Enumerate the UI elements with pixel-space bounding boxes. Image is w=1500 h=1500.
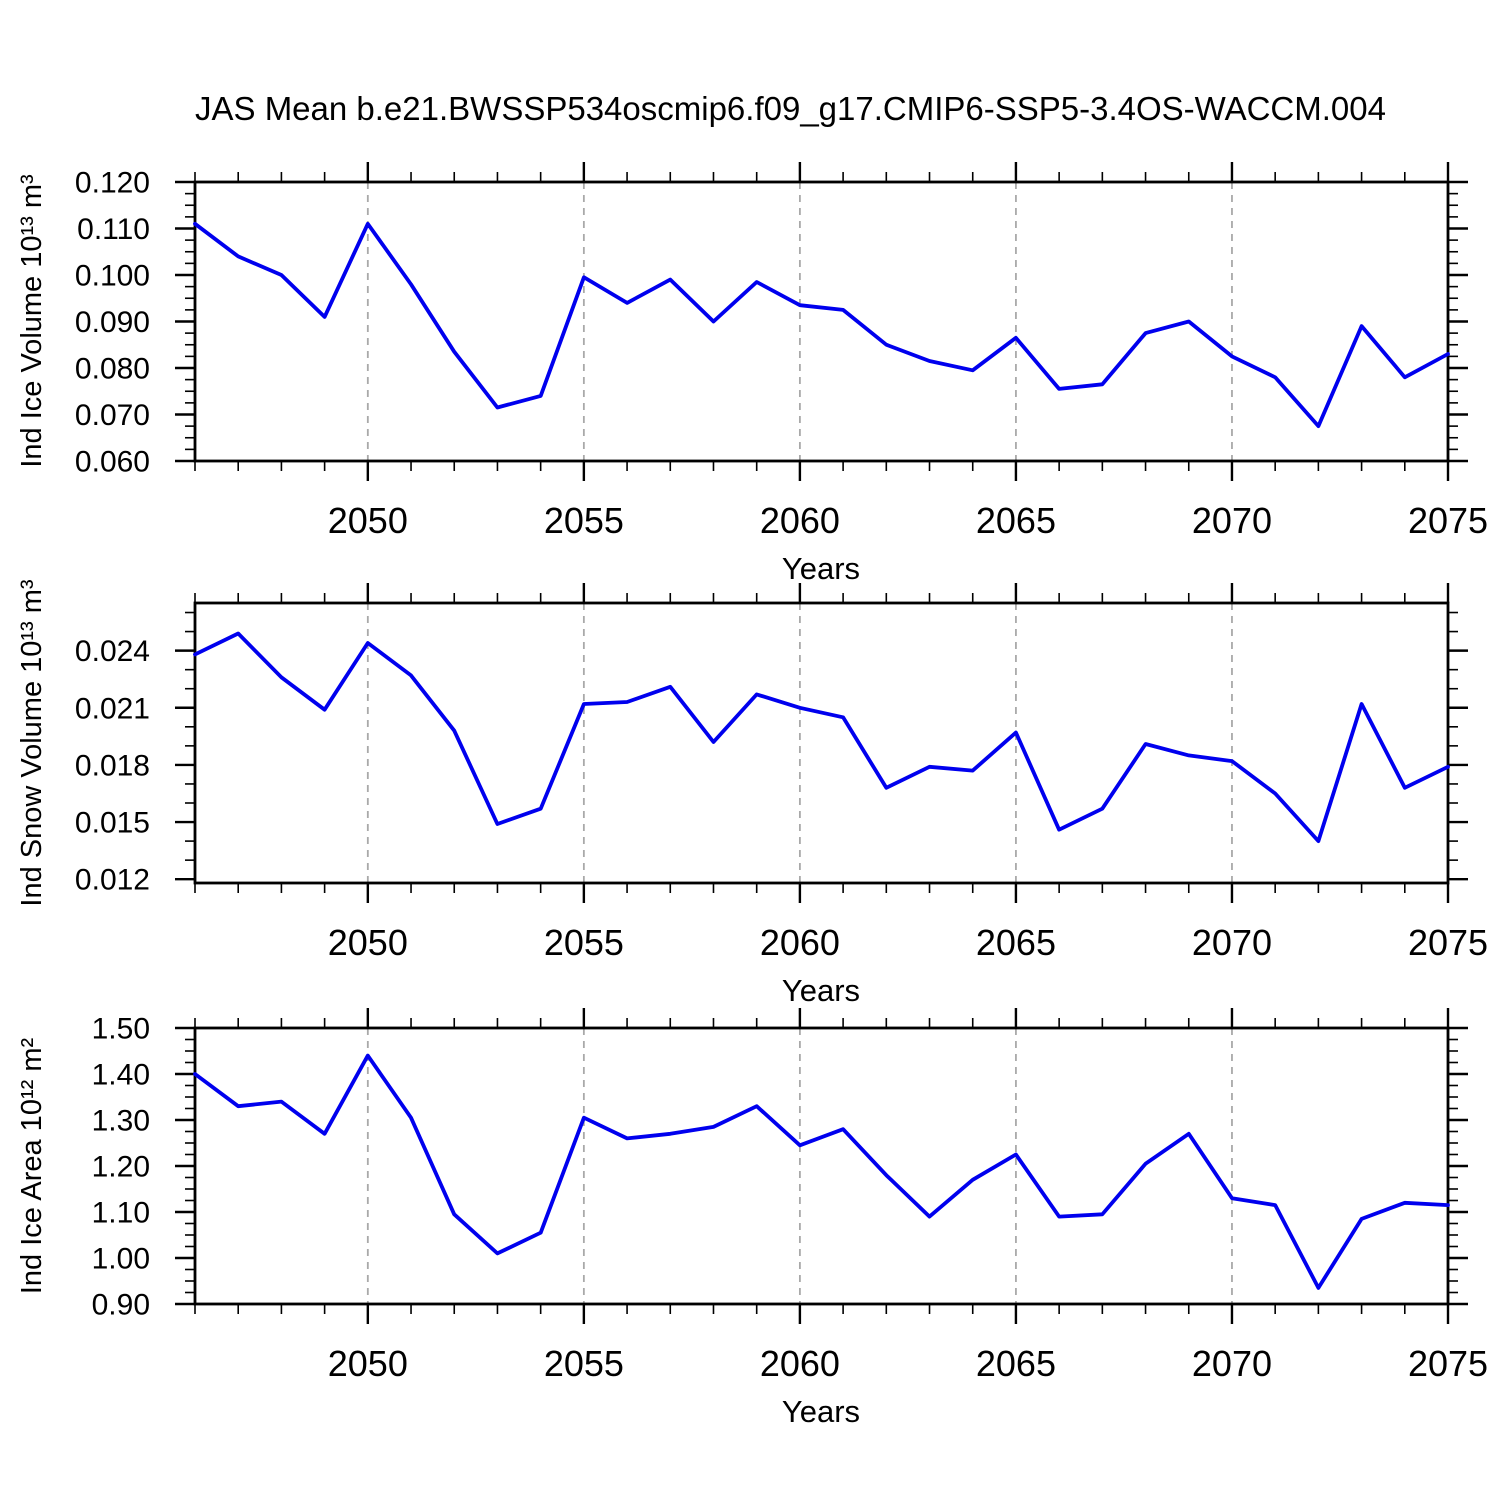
ind-snow-volume-ytick-label: 0.012 [75, 864, 150, 897]
ind-ice-area-xtick-label: 2060 [760, 1343, 840, 1384]
ind-snow-volume-plot-frame [193, 601, 1450, 885]
ind-ice-volume-ytick-label: 0.100 [75, 260, 150, 293]
ind-snow-volume-xtick-label: 2065 [976, 922, 1056, 963]
ind-ice-volume-xtick-label: 2065 [976, 500, 1056, 541]
ind-ice-area-xtick-label: 2050 [328, 1343, 408, 1384]
ind-ice-volume-ytick-label: 0.090 [75, 306, 150, 339]
ind-snow-volume-xtick-label: 2060 [760, 922, 840, 963]
ind-snow-volume-xtick-label: 2055 [544, 922, 624, 963]
ind-snow-volume-xtick-label: 2050 [328, 922, 408, 963]
ind-snow-volume-ytick-label: 0.018 [75, 749, 150, 782]
ind-ice-volume-plot-frame [193, 180, 1450, 463]
ind-snow-volume-panel: 0.012 0.015 0.018 0.021 0.024 2050 2055 2060 206… [75, 583, 1488, 963]
ind-ice-volume-ytick-label: 0.060 [75, 446, 150, 479]
ind-ice-area-ytick-label: 1.40 [92, 1059, 150, 1092]
ind-ice-area-ytick-label: 1.50 [92, 1013, 150, 1046]
ind-ice-volume-xtick-label: 2070 [1192, 500, 1272, 541]
ind-ice-volume-panel: 0.060 0.070 0.080 0.090 0.100 0.110 0.120 2050 2… [75, 162, 1488, 541]
x-axis-label-panel-1: Years [781, 551, 861, 586]
ind-ice-area-xtick-label: 2065 [976, 1343, 1056, 1384]
ind-ice-volume-xtick-label: 2075 [1408, 500, 1488, 541]
ind-ice-area-data-line [193, 1053, 1450, 1290]
ind-ice-area-xtick-label: 2075 [1408, 1343, 1488, 1384]
ind-snow-volume-ytick-label: 0.021 [75, 692, 150, 725]
ind-ice-area-ytick-label: 1.30 [92, 1105, 150, 1138]
ind-ice-area-ytick-label: 0.90 [92, 1289, 150, 1322]
x-axis-label-panel-3: Years [781, 1394, 861, 1429]
ind-ice-volume-xtick-label: 2050 [328, 500, 408, 541]
ind-ice-volume-ytick-label: 0.110 [77, 213, 150, 246]
ind-ice-area-xtick-label: 2055 [544, 1343, 624, 1384]
ind-ice-area-ytick-label: 1.00 [92, 1243, 150, 1276]
ind-ice-volume-xtick-label: 2055 [544, 500, 624, 541]
ind-ice-area-panel: 0.90 1.00 1.10 1.20 1.30 1.40 1.50 2050 2055 2060… [92, 1008, 1488, 1384]
ind-ice-volume-data-line [193, 221, 1450, 429]
ind-ice-area-xtick-label: 2070 [1192, 1343, 1272, 1384]
ind-ice-volume-ytick-label: 0.120 [75, 167, 150, 200]
ind-snow-volume-ytick-label: 0.015 [75, 807, 150, 840]
ind-snow-volume-ytick-label: 0.024 [75, 635, 150, 668]
ind-ice-area-ytick-label: 1.20 [92, 1151, 150, 1184]
ind-ice-area-plot-frame [193, 1026, 1450, 1306]
ind-snow-volume-xtick-label: 2075 [1408, 922, 1488, 963]
ind-snow-volume-data-line [193, 631, 1450, 843]
ind-ice-volume-ytick-label: 0.070 [75, 399, 150, 432]
ind-ice-volume-ytick-label: 0.080 [75, 353, 150, 386]
ind-ice-volume-xtick-label: 2060 [760, 500, 840, 541]
x-axis-label-panel-2: Years [781, 973, 861, 1008]
ind-snow-volume-xtick-label: 2070 [1192, 922, 1272, 963]
chart-title: JAS Mean b.e21.BWSSP534oscmip6.f09_g17.C… [195, 90, 1386, 127]
ind-ice-area-ytick-label: 1.10 [92, 1197, 150, 1230]
